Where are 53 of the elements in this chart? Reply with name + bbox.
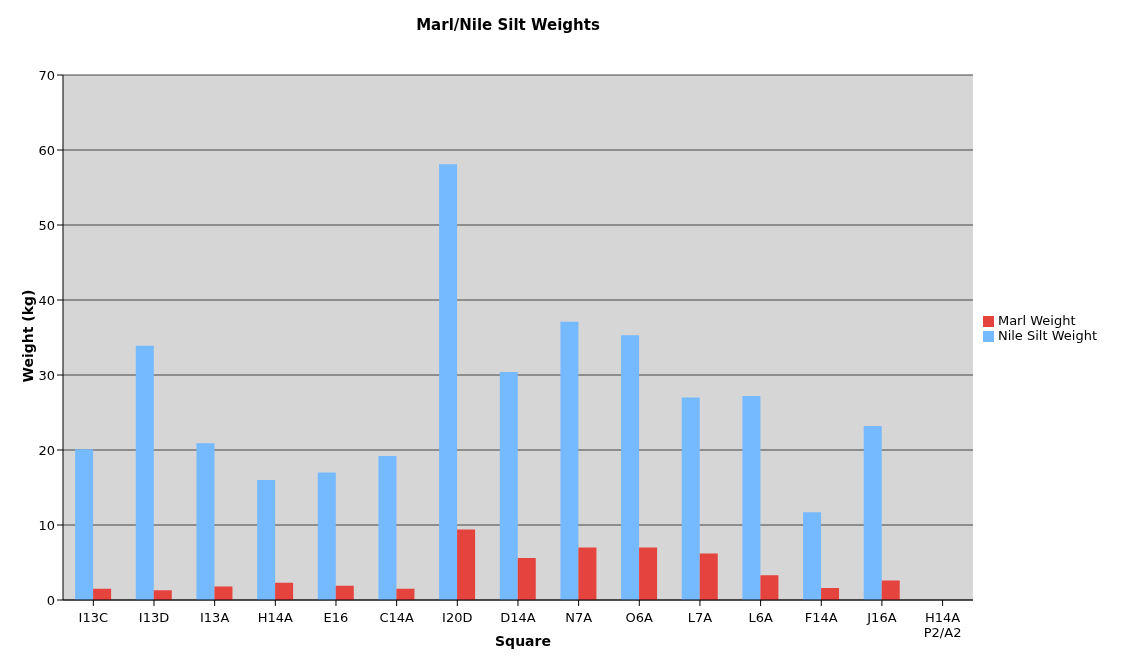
bar (742, 396, 761, 600)
bar (560, 321, 579, 600)
bar (639, 547, 658, 600)
bar (439, 164, 458, 600)
y-tick-label: 20 (38, 442, 55, 458)
bar (621, 335, 640, 600)
x-tick-label: F14A (804, 610, 838, 625)
y-tick-label: 50 (38, 217, 55, 233)
bar (275, 582, 294, 600)
bar (378, 456, 397, 600)
bar (335, 585, 354, 600)
chart-title: Marl/Nile Silt Weights (415, 16, 601, 34)
legend-label: Marl Weight (997, 313, 1076, 328)
bar (699, 553, 718, 600)
x-tick-label: H14A (257, 610, 294, 625)
x-tick-label: L7A (687, 610, 713, 625)
bar (257, 480, 276, 600)
x-tick-label: E16 (323, 610, 349, 625)
x-tick-label: J16A (866, 610, 897, 625)
bar (317, 472, 336, 600)
bar (196, 443, 215, 600)
y-tick-label: 0 (46, 592, 55, 608)
x-tick-label: I13A (200, 610, 230, 625)
bar (75, 449, 94, 600)
x-axis-title: Square (495, 633, 551, 649)
y-tick-label: 30 (38, 367, 55, 383)
bar (803, 512, 822, 600)
bar (153, 590, 172, 600)
bar (881, 580, 900, 600)
y-tick-label: 10 (38, 517, 55, 533)
bar (578, 547, 597, 600)
y-tick-label: 40 (38, 292, 55, 308)
bar (821, 588, 840, 600)
legend-label: Nile Silt Weight (997, 328, 1097, 343)
bar (517, 558, 536, 600)
y-tick-label: 60 (38, 142, 55, 158)
x-tick-label: D14A (500, 610, 536, 625)
bar (863, 426, 882, 600)
y-axis-title: Weight (kg) (20, 288, 36, 385)
x-tick-label: N7A (565, 610, 593, 625)
bar (499, 372, 518, 600)
x-tick-label: C14A (379, 610, 414, 625)
y-tick-label: 70 (38, 67, 55, 83)
bar (760, 575, 779, 600)
x-tick-label: I20D (442, 610, 473, 625)
bar (681, 397, 700, 600)
bar (135, 345, 154, 600)
x-tick-label: I13C (78, 610, 109, 625)
x-tick-label: O6A (625, 610, 654, 625)
x-tick-label: L6A (748, 610, 773, 625)
x-tick-label: H14A P2/A2 (923, 610, 962, 640)
bar (457, 529, 476, 600)
x-tick-label: I13D (138, 610, 170, 625)
